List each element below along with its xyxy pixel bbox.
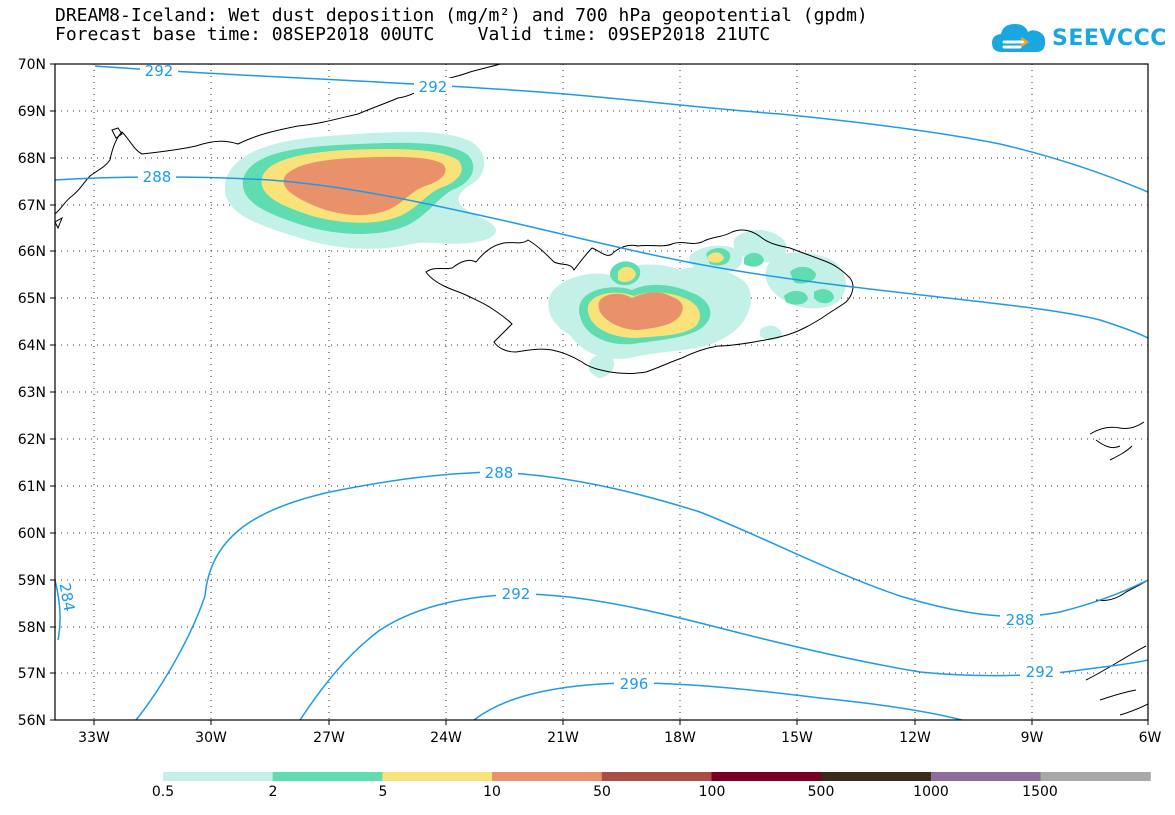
lon-label: 9W bbox=[1021, 730, 1044, 746]
lat-label: 61N bbox=[18, 479, 46, 495]
logo-text: SEEVCCC bbox=[1052, 25, 1167, 51]
lat-label: 58N bbox=[18, 620, 46, 636]
lon-label: 15W bbox=[781, 730, 813, 746]
latitude-labels: 70N 69N 68N 67N 66N 65N 64N 63N 62N 61N … bbox=[18, 57, 46, 729]
colorbar-label: 500 bbox=[807, 784, 835, 800]
lon-label: 21W bbox=[547, 730, 579, 746]
colorbar-segment bbox=[1040, 772, 1151, 781]
colorbar-segment bbox=[382, 772, 493, 781]
lon-label: 30W bbox=[195, 730, 227, 746]
colorbar-label: 1500 bbox=[1022, 784, 1058, 800]
colorbar-segment bbox=[930, 772, 1042, 781]
contour-label: 288 bbox=[143, 168, 172, 186]
lat-label: 62N bbox=[18, 432, 46, 448]
contour-labels: 292 292 288 288 288 292 292 296 284 bbox=[56, 62, 1060, 693]
contour-label: 288 bbox=[485, 464, 514, 482]
colorbar-segment bbox=[272, 772, 383, 781]
lat-label: 70N bbox=[18, 57, 46, 73]
colorbar bbox=[163, 772, 1151, 781]
colorbar-segment bbox=[601, 772, 712, 781]
map-title: DREAM8-Iceland: Wet dust deposition (mg/… bbox=[55, 5, 868, 26]
colorbar-segment bbox=[163, 772, 274, 781]
lon-label: 27W bbox=[313, 730, 345, 746]
contour-label: 292 bbox=[419, 78, 448, 96]
contour-292-north bbox=[94, 65, 1148, 193]
dust-plume-northwest bbox=[224, 131, 497, 249]
seevccc-logo: SEEVCCC bbox=[990, 18, 1167, 58]
lat-label: 56N bbox=[18, 713, 46, 729]
contour-288-southwest bbox=[135, 595, 206, 720]
contour-288-north bbox=[55, 176, 1148, 339]
contour-label: 288 bbox=[1006, 611, 1035, 629]
lat-label: 65N bbox=[18, 291, 46, 307]
contour-label: 292 bbox=[502, 585, 531, 603]
contour-label: 292 bbox=[145, 62, 174, 80]
colorbar-segment bbox=[711, 772, 822, 781]
lon-label: 6W bbox=[1139, 730, 1162, 746]
lat-label: 63N bbox=[18, 385, 46, 401]
axis-ticks bbox=[50, 63, 1149, 725]
colorbar-label: 5 bbox=[378, 784, 388, 800]
lon-label: 12W bbox=[899, 730, 931, 746]
lon-label: 24W bbox=[430, 730, 462, 746]
map-subtitle: Forecast base time: 08SEP2018 00UTC Vali… bbox=[55, 24, 771, 45]
colorbar-segment bbox=[821, 772, 932, 781]
lat-label: 59N bbox=[18, 573, 46, 589]
cloud-icon bbox=[992, 24, 1046, 52]
lat-label: 57N bbox=[18, 666, 46, 682]
colorbar-label: 50 bbox=[593, 784, 611, 800]
lat-label: 64N bbox=[18, 338, 46, 354]
contour-label: 284 bbox=[56, 581, 79, 612]
contour-284-west bbox=[55, 579, 61, 641]
lon-label: 18W bbox=[664, 730, 696, 746]
lat-label: 60N bbox=[18, 526, 46, 542]
colorbar-label: 2 bbox=[268, 784, 278, 800]
colorbar-label: 100 bbox=[698, 784, 726, 800]
lat-label: 69N bbox=[18, 104, 46, 120]
contour-label: 292 bbox=[1026, 663, 1055, 681]
contour-296-south bbox=[473, 682, 963, 720]
contour-label: 296 bbox=[620, 675, 649, 693]
lat-label: 66N bbox=[18, 244, 46, 260]
dust-iceland bbox=[548, 229, 846, 378]
colorbar-label: 0.5 bbox=[151, 784, 175, 800]
colorbar-label: 10 bbox=[483, 784, 501, 800]
lat-label: 67N bbox=[18, 198, 46, 214]
colorbar-segment bbox=[492, 772, 603, 781]
colorbar-label: 1000 bbox=[913, 784, 949, 800]
lon-label: 33W bbox=[78, 730, 110, 746]
lat-label: 68N bbox=[18, 151, 46, 167]
longitude-labels: 33W 30W 27W 24W 21W 18W 15W 12W 9W 6W bbox=[78, 730, 1161, 746]
